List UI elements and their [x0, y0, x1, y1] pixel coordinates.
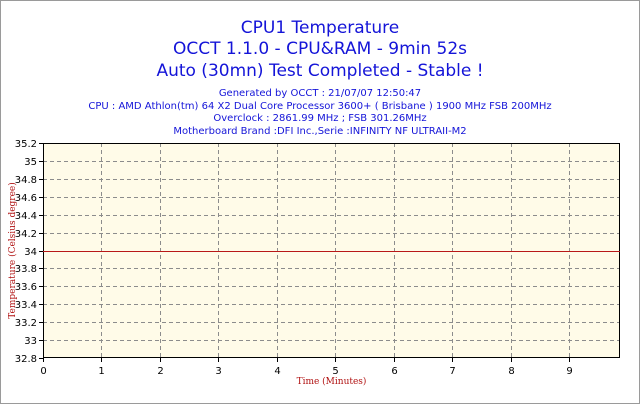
info-cpu: CPU : AMD Athlon(tm) 64 X2 Dual Core Pro… [88, 100, 552, 112]
chart-subtitle-version: OCCT 1.1.0 - CPU&RAM - 9min 52s [172, 39, 468, 59]
system-info: Generated by OCCT : 21/07/07 12:50:47 CP… [0, 88, 640, 138]
x-tick-label: 6 [391, 366, 397, 377]
y-tick-label: 34.6 [15, 193, 37, 204]
x-tick-label: 7 [449, 366, 455, 377]
x-tick-label: 0 [40, 366, 46, 377]
y-axis-title: Temperature (Celsius degree) [7, 182, 18, 319]
y-tick-label: 34.4 [15, 211, 37, 222]
info-motherboard: Motherboard Brand :DFI Inc.,Serie :INFIN… [173, 125, 467, 137]
plot-area [43, 143, 620, 358]
x-tick-label: 5 [332, 366, 338, 377]
plot-border [43, 143, 620, 358]
y-tick-label: 34 [24, 247, 37, 258]
y-tick-label: 33.8 [15, 264, 37, 275]
y-tick-label: 33 [24, 336, 37, 347]
x-tick-label: 8 [508, 366, 514, 377]
chart-title: CPU1 Temperature [240, 18, 400, 38]
y-tick-label: 33.2 [15, 318, 37, 329]
y-tick-label: 32.8 [15, 354, 37, 365]
x-axis-title: Time (Minutes) [297, 376, 367, 387]
x-tick-label: 9 [566, 366, 572, 377]
info-overclock: Overclock : 2861.99 MHz ; FSB 301.26MHz [213, 113, 427, 124]
chart-titles: CPU1 Temperature OCCT 1.1.0 - CPU&RAM - … [0, 18, 640, 82]
y-tick-label: 35 [24, 157, 37, 168]
y-tick-label: 34.8 [15, 175, 37, 186]
y-tick-label: 33.4 [15, 300, 37, 311]
info-generated: Generated by OCCT : 21/07/07 12:50:47 [218, 88, 422, 99]
y-tick-label: 35.2 [15, 139, 37, 150]
chart-subtitle-status: Auto (30mn) Test Completed - Stable ! [156, 61, 484, 81]
x-tick-label: 2 [157, 366, 163, 377]
x-tick-label: 3 [215, 366, 221, 377]
y-tick-label: 33.6 [15, 282, 37, 293]
x-tick-label: 1 [98, 366, 104, 377]
x-tick-label: 4 [274, 366, 280, 377]
y-tick-label: 34.2 [15, 229, 37, 240]
